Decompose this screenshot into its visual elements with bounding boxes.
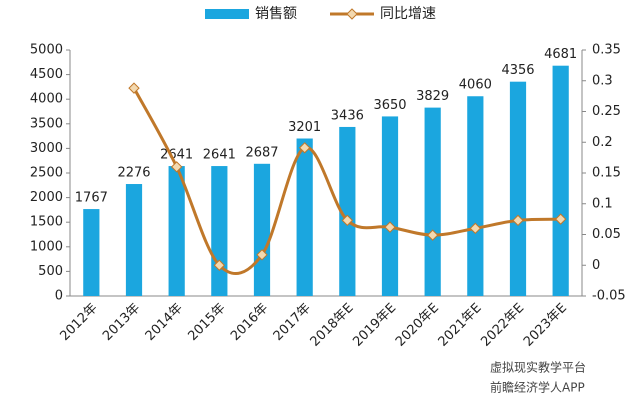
line-marker [128,82,140,94]
bar [168,166,185,296]
y2-tick-label: 0 [592,258,600,273]
value-label: 1767 [75,191,108,206]
y2-tick-label: 0.05 [592,227,621,242]
y-tick-label: 500 [38,264,63,279]
line-marker [426,229,439,241]
value-label: 3829 [416,89,449,104]
bar [211,166,228,296]
bar [467,96,484,296]
x-tick-label: 2013年 [100,301,143,344]
bar [339,126,356,297]
y-tick-label: 2500 [30,166,63,181]
bar [381,116,399,296]
bar [552,65,569,297]
legend-label: 销售额 [255,6,297,22]
x-tick-label: 2019年E [350,301,399,350]
line-marker [341,214,354,227]
y2-tick-label: 0.2 [592,135,613,150]
x-tick-label: 2012年 [57,301,100,344]
value-label: 2276 [117,166,150,181]
bar [424,107,441,297]
x-tick-label: 2021年E [436,301,485,350]
line-marker [213,259,226,271]
bar [125,184,143,296]
value-label: 3650 [373,98,406,113]
y2-tick-label: 0.3 [592,73,613,88]
y2-tick-label: 0.25 [592,104,621,119]
legend-swatch [205,9,249,19]
y2-tick-label: 0.15 [592,166,621,181]
value-label: 3201 [288,120,321,135]
value-label: 2687 [245,145,278,160]
y2-tick-label: -0.05 [592,289,626,304]
line-marker [298,142,311,154]
value-label: 4356 [501,63,534,78]
y-tick-label: 2000 [30,190,63,205]
bar [509,81,527,296]
value-label: 2641 [160,148,193,163]
watermark: 虚拟现实教学平台 [490,360,586,375]
x-tick-label: 2023年E [521,301,570,350]
x-tick-label: 2017年 [271,301,314,344]
y-tick-label: 5000 [30,43,63,58]
value-label: 2641 [203,148,236,163]
x-tick-label: 2014年 [143,301,186,344]
x-tick-label: 2018年E [308,301,357,350]
x-tick-label: 2016年 [228,301,271,344]
y2-tick-label: 0.1 [592,196,613,211]
legend-marker [346,8,358,20]
bar [296,138,313,296]
x-tick-label: 2022年E [478,301,527,350]
y-tick-label: 1000 [30,239,63,254]
x-tick-label: 2020年E [393,301,442,350]
x-tick-label: 2015年 [185,301,228,344]
y2-tick-label: 0.35 [592,43,621,58]
y-tick-label: 4000 [30,92,63,107]
y-tick-label: 0 [55,289,63,304]
bar [83,209,100,296]
line-marker [384,221,396,233]
y-tick-label: 4500 [30,67,63,82]
watermark: 前瞻经济学人APP [490,380,585,395]
line-marker [256,249,268,261]
y-tick-label: 3500 [30,116,63,131]
value-label: 4681 [544,47,577,62]
bar [253,163,271,296]
line-marker [469,222,482,235]
line-marker [170,161,183,173]
value-label: 3436 [331,108,364,123]
line-marker [512,214,524,227]
legend-label: 同比增速 [380,6,436,22]
value-label: 4060 [459,78,492,93]
y-tick-label: 1500 [30,215,63,230]
line-marker [554,213,567,225]
y-tick-label: 3000 [30,141,63,156]
